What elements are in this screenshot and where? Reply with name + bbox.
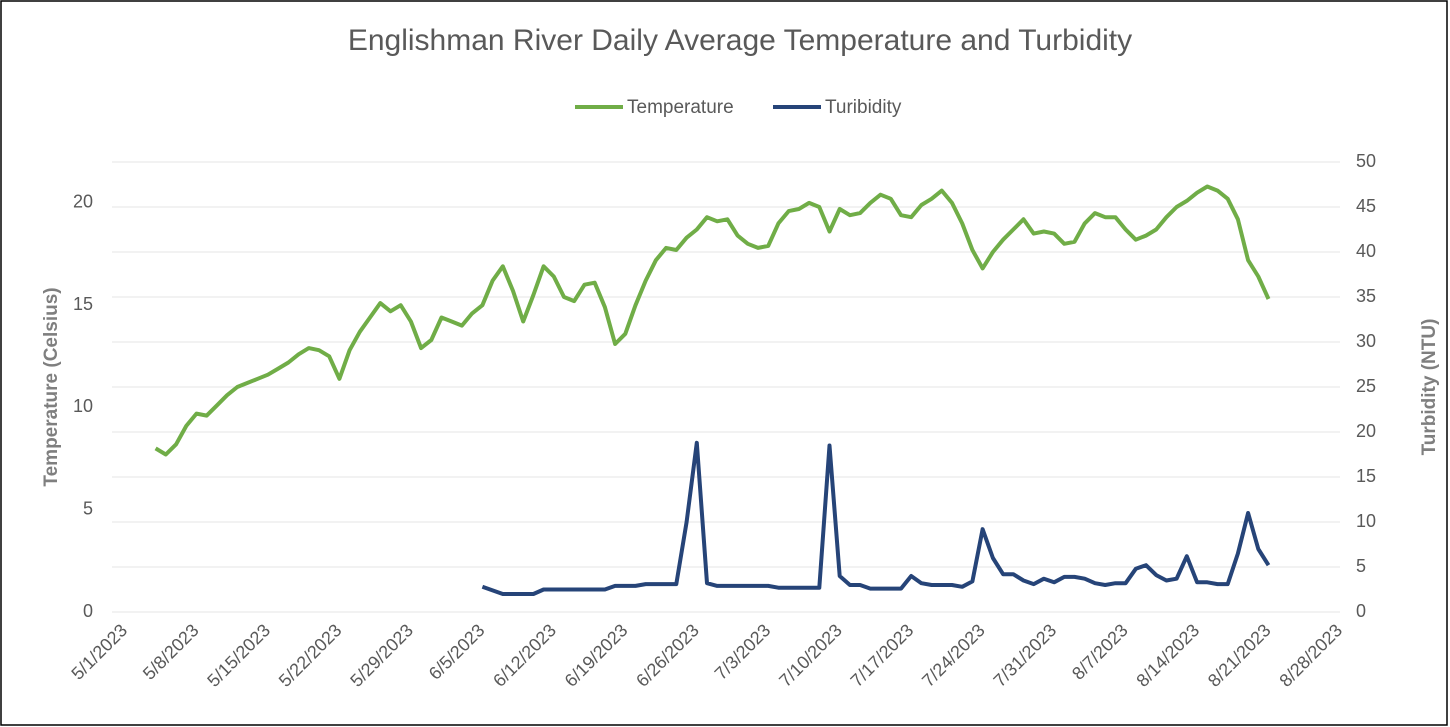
y2-axis-title: Turbidity (NTU): [1419, 319, 1440, 456]
y-tick-label: 20: [73, 192, 93, 212]
series-line: [154, 184, 1271, 457]
legend-label: Turibidity: [825, 97, 902, 118]
y-tick-label: 5: [83, 498, 93, 518]
y-axis-title: Temperature (Celsius): [41, 287, 62, 486]
y2-tick-label: 35: [1356, 286, 1376, 306]
y2-tick-label: 45: [1356, 196, 1376, 216]
y2-tick-label: 10: [1356, 511, 1376, 531]
y2-tick-label: 5: [1356, 556, 1366, 576]
legend-label: Temperature: [627, 97, 734, 118]
y2-tick-label: 20: [1356, 421, 1376, 441]
y2-tick-label: 30: [1356, 331, 1376, 351]
chart-title: Englishman River Daily Average Temperatu…: [348, 24, 1132, 57]
y2-tick-label: 50: [1356, 151, 1376, 171]
y-tick-label: 15: [73, 294, 93, 314]
y2-tick-label: 15: [1356, 466, 1376, 486]
y2-tick-label: 40: [1356, 241, 1376, 261]
series-line: [481, 440, 1271, 596]
y-tick-label: 10: [73, 396, 93, 416]
y-tick-label: 0: [83, 601, 93, 621]
y2-tick-label: 0: [1356, 601, 1366, 621]
y2-tick-label: 25: [1356, 376, 1376, 396]
